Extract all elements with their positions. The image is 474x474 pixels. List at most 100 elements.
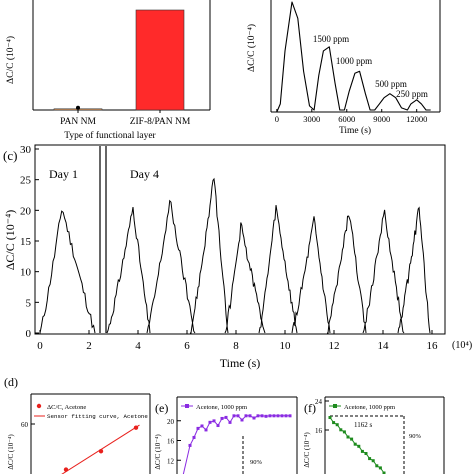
panel-f: (f) Acetone, 1000 ppm 24 16 1162 s 90% ΔC… [303,396,445,474]
panel-d-y-label: ΔC/C (10⁻⁴) [7,434,15,470]
panel-e-legend-marker [185,404,189,408]
panel-d-fit-line [61,424,140,474]
panel-c-ytick-label: 10 [20,267,32,279]
panel-f-label: (f) [304,401,316,415]
panel-c-xtick-label: 2 [86,340,92,352]
panel-e-point [232,414,236,418]
panel-d-point [98,449,104,454]
panel-f-point [339,428,343,432]
panel-e-point [200,424,204,428]
panel-e-point [216,424,220,428]
panel-e-point [244,414,248,418]
panel-c-xtick-label: 12 [329,340,340,352]
panel-a-bars: PAN NM ZIF-8/PAN NM [53,9,191,127]
bar-zif-8-pan-nm [135,9,185,111]
panel-c-peak-5 [224,222,266,334]
panel-c-peak-10 [397,206,431,334]
panel-e-point [248,414,252,418]
panel-b-y-label: ΔC/C (10⁻⁴) [246,24,257,72]
panel-e-point [236,414,240,418]
panel-e-point [280,414,284,418]
panel-f-point [332,421,336,425]
panel-e-point [272,414,276,418]
panel-e: (e) Acetone, 1000 ppm 20 16 12 90% ΔC/C (1… [154,396,298,474]
panel-b-xtick-label: 12000 [406,114,427,124]
panel-e-point [260,414,264,418]
panel-f-ytick-label: 24 [315,398,323,406]
panel-c-ytick-label: 0 [26,328,32,340]
panel-c-series [39,177,431,334]
panel-f-ticks: 24 16 [315,398,329,435]
panel-c-ytick-label: 15 [20,236,32,248]
panel-e-ytick-label: 12 [167,457,175,465]
panel-e-point [256,414,260,418]
panel-e-ticks: 20 16 12 [167,418,181,465]
panel-b-annotation: 250 ppm [396,89,428,99]
panel-c-day4-label: Day 4 [130,167,159,181]
panel-f-point [368,457,372,461]
panel-c-day1-label: Day 1 [49,167,78,181]
panel-a-category-label: PAN NM [60,117,96,127]
panel-d-legend-marker-scatter [36,403,42,409]
panel-f-point [360,449,364,453]
panel-f-legend-marker [333,404,337,408]
panel-e-y-label: ΔC/C (10⁻⁴) [154,434,162,470]
panel-f-point [378,466,382,470]
panel-d-point [133,425,139,430]
panel-e-label: (e) [155,401,168,415]
panel-b-xtick-label: 3000 [303,114,320,124]
panel-a-error-marker [76,105,80,110]
panel-e-point [220,416,224,420]
panel-c-xtick-label: 14 [378,340,390,352]
panel-d-legend-fit: Sensor fitting curve, Acetone [47,413,148,420]
panel-c-xtick-label: 6 [184,340,190,352]
panel-b-annotation: 500 ppm [375,79,407,89]
panel-f-point [328,416,332,419]
panel-e-point [240,418,244,422]
panel-b-xtick-label: 9000 [373,114,390,124]
panel-c-peak-6 [258,205,298,334]
panel-c-x-label: Time (s) [220,356,261,370]
panel-f-y-label: ΔC/C (10⁻⁴) [303,432,311,468]
panel-f-point [375,464,379,468]
panel-e-point [288,414,292,418]
panel-f-point [346,435,350,439]
panel-e-point [196,426,200,430]
panel-b-annotation: 1500 ppm [313,34,349,44]
panel-c-xtick-label: 0 [37,340,43,352]
panel-c-label: (c) [3,148,17,163]
panel-e-point [252,416,256,420]
panel-f-point [353,442,357,446]
panel-c-ytick-label: 20 [20,205,32,217]
panel-d-series [61,424,140,474]
panel-e-point [188,443,192,447]
panel-f-line [329,417,385,474]
panel-f-point [382,471,386,474]
panel-f-series [328,416,386,474]
panel-b-xtick-label: 6000 [338,114,355,124]
panel-c-peak-7 [291,216,331,334]
panel-d-point [63,467,69,472]
panel-d-legend-scatter: ΔC/C, Acetone [47,404,86,411]
panel-e-point [224,415,228,419]
panel-e-ytick-label: 16 [167,438,175,446]
panel-c-y-label: ΔC/C (10⁻⁴) [3,210,17,271]
panel-f-time-label: 1162 s [354,421,372,429]
panel-f-point [350,437,354,441]
panel-e-90-label: 90% [250,459,263,466]
panel-e-point [284,414,288,418]
panel-c-x-multiplier: (10⁴) [452,340,472,351]
panel-c-peak-9 [362,209,405,334]
panel-e-point [212,419,216,423]
panel-f-legend: Acetone, 1000 ppm [344,404,395,411]
panel-e-ytick-label: 20 [167,418,175,426]
panel-f-point [357,444,361,448]
panel-c-ticks: 0 2 4 6 8 10 12 14 16 0 5 10 15 20 25 30 [20,144,438,352]
panel-c-ytick-label: 30 [20,144,32,156]
panel-c-peak-2 [106,207,151,334]
panel-f-90-label: 90% [409,433,422,440]
panel-e-point [192,435,196,439]
panel-e-point [276,414,280,418]
panel-c-peak-day1 [39,210,96,334]
